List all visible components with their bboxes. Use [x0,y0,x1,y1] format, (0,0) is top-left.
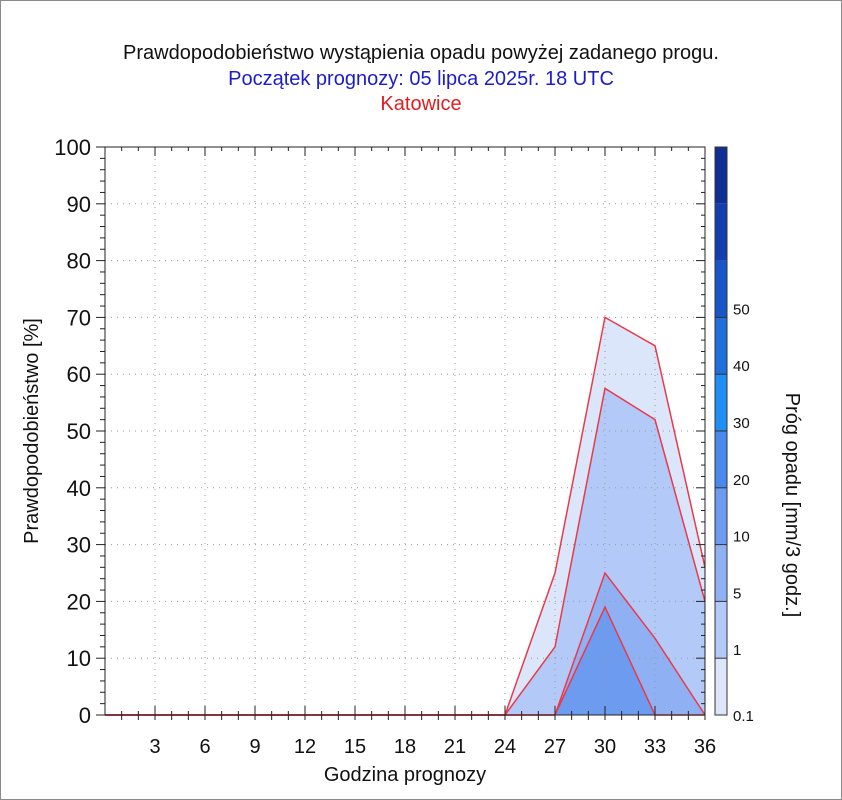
grid-lines [105,147,705,715]
colorbar-tick-label: 50 [733,301,750,318]
x-tick-label: 24 [494,736,516,758]
y-axis: 0 10 20 30 40 50 60 70 80 90 100 [54,135,705,728]
x-tick-label: 12 [294,736,316,758]
x-tick-label: 15 [344,736,366,758]
y-tick-label: 90 [67,192,91,217]
x-tick-label: 21 [444,736,466,758]
y-tick-label: 80 [67,249,91,274]
x-tick-label: 33 [644,736,666,758]
colorbar-segment [715,203,727,261]
colorbar-segment [715,374,727,431]
colorbar-tick-label: 10 [733,529,750,546]
x-tick-label: 27 [544,736,566,758]
y-axis-label: Prawdopodobieństwo [%] [21,318,43,544]
colorbar-segment [715,147,727,204]
colorbar-tick-label: 30 [733,415,750,432]
y-tick-label: 50 [67,419,91,444]
colorbar: 0.1 1 5 10 20 30 40 50 [714,146,754,725]
colorbar-tick-label: 1 [733,642,741,659]
colorbar-tick-label: 0.1 [733,708,754,725]
colorbar-segment [715,431,727,488]
colorbar-segment [715,317,727,375]
colorbar-tick-label: 40 [733,358,750,375]
x-axis-label: Godzina prognozy [324,764,486,786]
y-tick-label: 70 [67,305,91,330]
x-tick-label: 30 [594,736,616,758]
colorbar-segment [715,544,727,602]
y-tick-label: 100 [54,135,91,160]
x-tick-label: 36 [694,736,716,758]
colorbar-segment [715,487,727,545]
colorbar-segment [715,260,727,318]
y-tick-label: 30 [67,533,91,558]
colorbar-segment [715,601,727,659]
x-tick-label: 3 [149,736,160,758]
colorbar-tick-label: 20 [733,472,750,489]
forecast-start-subtitle: Początek prognozy: 05 lipca 2025r. 18 UT… [228,68,614,90]
y-tick-label: 40 [67,476,91,501]
x-axis: 3 6 9 12 15 18 21 24 27 30 33 36 [121,147,716,758]
y-tick-label: 10 [67,646,91,671]
colorbar-tick-label: 5 [733,585,741,602]
x-tick-label: 6 [199,736,210,758]
colorbar-segment [715,658,727,715]
colorbar-label: Próg opadu [mm/3 godz.] [781,393,803,618]
x-tick-label: 9 [249,736,260,758]
y-tick-label: 60 [67,362,91,387]
location-label: Katowice [380,93,462,115]
chart-title: Prawdopodobieństwo wystąpienia opadu pow… [123,42,719,64]
series-areas [105,317,705,715]
x-tick-label: 18 [394,736,416,758]
y-tick-label: 0 [79,703,91,728]
area-threshold-10 [105,607,705,715]
y-tick-label: 20 [67,589,91,614]
